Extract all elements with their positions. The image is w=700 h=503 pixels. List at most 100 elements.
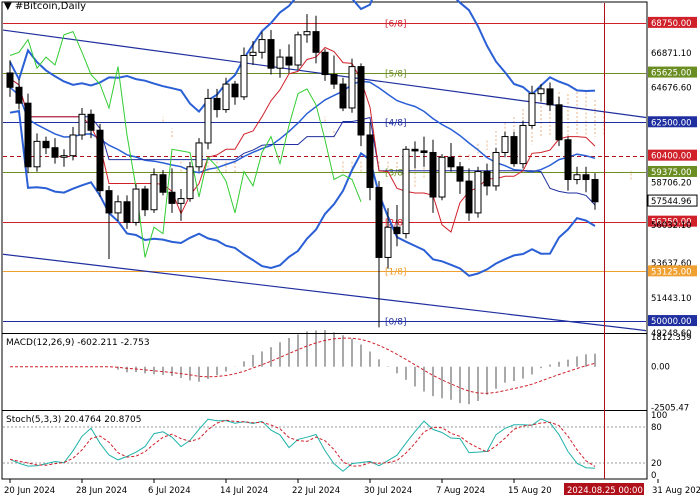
price-axis-label: 53125.00 <box>651 267 692 277</box>
murrey-level-label: [2/8] <box>385 219 407 229</box>
stoch-axis-label: 80 <box>651 423 662 433</box>
stoch-axis-label: 100 <box>651 411 667 421</box>
stoch-panel[interactable]: Stoch(5,3,3) 20.4764 20.8705 <box>3 415 646 472</box>
murrey-level-label: [4/8] <box>385 119 407 129</box>
symbol-timeframe-label: #Bitcoin,Daily <box>14 1 87 12</box>
candle-body <box>42 140 50 149</box>
candle-body <box>348 66 356 109</box>
price-tag-background <box>648 165 697 177</box>
channel-bottom-line <box>2 253 647 332</box>
candle-body <box>141 188 149 211</box>
x-axis-label: 28 Jun 2024 <box>76 486 127 496</box>
candle-body <box>195 142 203 168</box>
candle-body <box>177 198 185 204</box>
candle-body <box>564 139 572 181</box>
price-axis-label: 60400.00 <box>651 152 692 162</box>
dropdown-icon[interactable]: ▼ <box>4 1 12 12</box>
candle-body <box>555 104 563 141</box>
price-tag-background <box>648 149 697 161</box>
macd-axis-label: -2505.47 <box>651 404 689 414</box>
candle-body <box>51 147 59 158</box>
price-tag-background <box>648 315 697 327</box>
candle-body <box>447 156 455 168</box>
candle-body <box>519 124 527 165</box>
candle-body <box>402 148 410 235</box>
candle-body <box>294 34 302 66</box>
stoch-axis-label: 0 <box>651 471 656 481</box>
candle-body <box>78 113 86 136</box>
candle-body <box>123 201 131 223</box>
price-axis-label: 59375.00 <box>651 168 692 178</box>
candle-body <box>87 113 95 131</box>
murrey-level-label: [1/8] <box>385 268 407 278</box>
candle-body <box>60 155 68 158</box>
price-axis-label: 49248.60 <box>651 329 692 339</box>
stoch-axis-label: 20 <box>651 459 662 469</box>
stoch-label: Stoch(5,3,3) 20.4764 20.8705 <box>6 415 141 425</box>
candle-body <box>456 166 464 182</box>
macd-axis-label: 1812.359 <box>651 333 692 343</box>
x-axis-label: 14 Jul 2024 <box>220 486 268 496</box>
price-axis-label: 58706.20 <box>651 179 692 189</box>
candle-body <box>537 88 545 95</box>
candle-body <box>24 102 32 168</box>
candle-body <box>528 93 536 126</box>
x-axis-label: 6 Jul 2024 <box>148 486 191 496</box>
x-axis-label: 31 Aug 2024 <box>652 486 700 496</box>
candle-body <box>222 83 230 111</box>
macd-panel[interactable]: MACD(12,26,9) -602.211 -2.753 <box>6 330 596 405</box>
price-axis-label: 62500.00 <box>651 118 692 128</box>
x-axis-label: 20 Jun 2024 <box>4 486 55 496</box>
price-axis-label: 56250.00 <box>651 218 692 228</box>
stoch-d-line <box>9 419 596 467</box>
candle-body <box>231 83 239 98</box>
candle-body <box>159 174 167 193</box>
candle-body <box>240 54 248 98</box>
price-tag-background <box>648 215 697 227</box>
candle-body <box>204 97 212 144</box>
candle-body <box>249 51 257 56</box>
chart-title: ▼ #Bitcoin,Daily <box>4 1 86 12</box>
crosshair-date-label: 2024.08.25 00:00 <box>567 486 643 496</box>
candle-body <box>114 201 122 214</box>
candle-body <box>393 226 401 235</box>
candle-body <box>510 136 518 165</box>
price-axis-label: 68750.00 <box>651 19 692 29</box>
candle-body <box>330 74 338 85</box>
candle-body <box>366 134 374 188</box>
x-axis-label: 30 Jul 2024 <box>364 486 412 496</box>
murrey-level-label: [6/8] <box>385 20 407 30</box>
candle-body <box>546 88 554 106</box>
candle-body <box>573 174 581 181</box>
candle-body <box>276 56 284 69</box>
price-tag-background <box>648 116 697 128</box>
candle-body <box>429 151 437 198</box>
price-tag-background <box>648 66 697 78</box>
candle-body <box>132 188 140 223</box>
axis-layer: 68750.00 66871.10 65625.00 64676.60 62500.00… <box>2 3 700 496</box>
candle-body <box>285 56 293 66</box>
candle-body <box>15 86 23 104</box>
candle-body <box>465 180 473 214</box>
price-axis-label: 57544.96 <box>651 197 692 207</box>
candle-body <box>492 151 500 187</box>
murrey-level-label: [3/8] <box>385 169 407 179</box>
price-tag-background <box>647 194 698 207</box>
candle-body <box>150 174 158 211</box>
murrey-level-label: [5/8] <box>385 70 407 80</box>
candle-body <box>438 156 446 198</box>
price-panel[interactable]: [6/8] [5/8] [4/8] [3/8] [2/8] [1/8] [0/8] <box>2 0 647 332</box>
x-axis-label: 7 Aug 2024 <box>436 486 485 496</box>
candle-body <box>312 31 320 53</box>
candles-group <box>6 14 599 328</box>
candle-body <box>321 51 329 76</box>
price-axis-label: 53637.60 <box>651 259 692 269</box>
price-axis-label: 64676.60 <box>651 84 692 94</box>
candle-body <box>411 148 419 152</box>
candle-body <box>105 190 113 214</box>
chikou-line <box>9 30 362 258</box>
candle-body <box>213 97 221 111</box>
stoch-k-line <box>9 418 596 472</box>
